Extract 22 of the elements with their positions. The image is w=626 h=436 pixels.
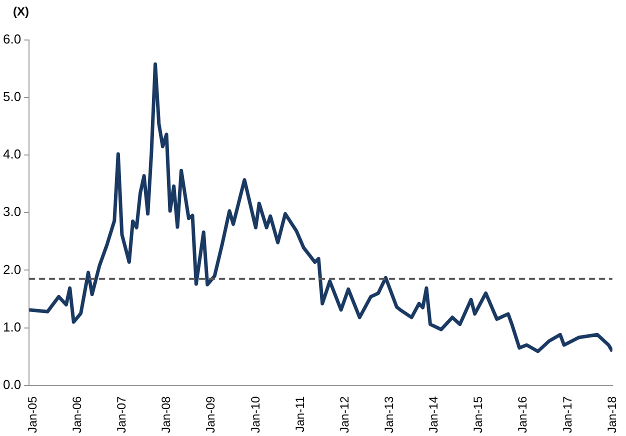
x-tick-label: Jan-12 bbox=[337, 396, 352, 434]
y-tick-label: 1.0 bbox=[2, 319, 22, 334]
x-tick-label: Jan-16 bbox=[516, 396, 530, 434]
x-tick-label: Jan-05 bbox=[25, 396, 40, 434]
x-tick-label: Jan-10 bbox=[248, 396, 262, 434]
y-axis-title: (X) bbox=[13, 4, 29, 18]
x-tick-label: Jan-08 bbox=[159, 396, 174, 434]
y-tick-label: 0.0 bbox=[2, 376, 22, 392]
y-tick-label: 6.0 bbox=[2, 32, 22, 47]
x-tick-label: Jan-18 bbox=[604, 396, 619, 434]
x-tick-label: Jan-17 bbox=[560, 396, 574, 434]
x-tick-label: Jan-06 bbox=[70, 396, 84, 434]
y-tick-label: 5.0 bbox=[2, 89, 22, 104]
x-tick-label: Jan-15 bbox=[471, 396, 486, 434]
y-tick-label: 4.0 bbox=[2, 146, 22, 162]
x-tick-label: Jan-11 bbox=[292, 396, 307, 432]
x-tick-label: Jan-14 bbox=[426, 396, 441, 434]
x-tick-label: Jan-13 bbox=[382, 396, 396, 434]
y-tick-label: 3.0 bbox=[2, 204, 22, 220]
x-tick-label: Jan-09 bbox=[204, 396, 218, 434]
x-tick-label: Jan-07 bbox=[114, 396, 128, 434]
y-tick-label: 2.0 bbox=[2, 262, 22, 277]
